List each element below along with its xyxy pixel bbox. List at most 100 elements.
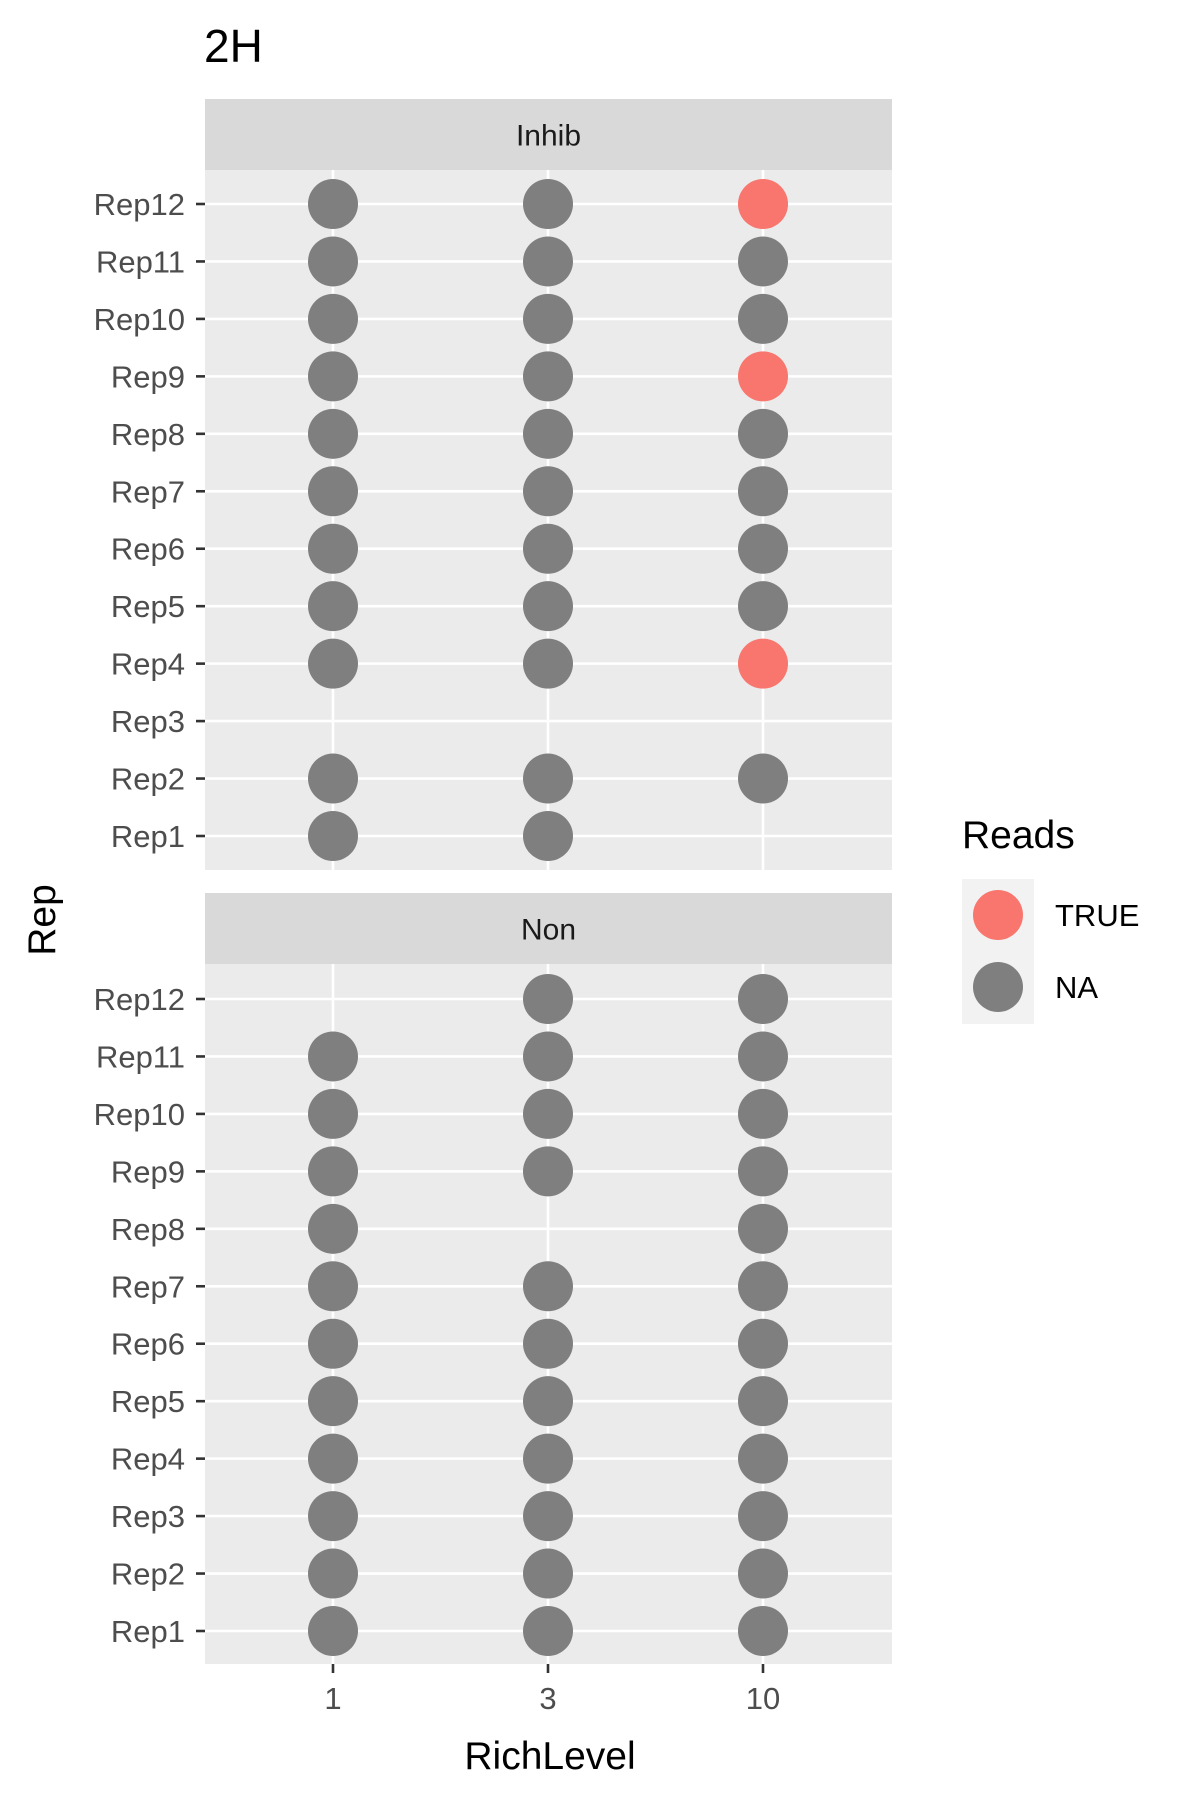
data-point-na: [523, 351, 573, 402]
data-point-na: [523, 523, 573, 574]
data-point-na: [523, 1548, 573, 1599]
data-point-na: [523, 179, 573, 229]
data-point-na: [308, 466, 358, 517]
y-tick-label: Rep6: [111, 532, 185, 567]
legend-label: NA: [1055, 970, 1098, 1005]
y-tick-label: Rep9: [111, 359, 185, 394]
y-tick-label: Rep2: [111, 762, 185, 797]
y-tick-label: Rep8: [111, 417, 185, 452]
data-point-na: [308, 1491, 358, 1542]
data-point-na: [523, 1376, 573, 1427]
data-point-na: [738, 1318, 788, 1369]
data-point-na: [523, 1146, 573, 1197]
data-point-na: [738, 523, 788, 574]
y-tick-label: Rep6: [111, 1327, 185, 1362]
y-tick-label: Rep5: [111, 589, 185, 624]
data-point-na: [738, 466, 788, 517]
data-point-na: [308, 811, 358, 861]
legend-key-na: [973, 962, 1023, 1012]
y-tick-label: Rep8: [111, 1212, 185, 1247]
data-point-na: [308, 1606, 358, 1656]
y-axis-title: Rep: [21, 884, 64, 956]
data-point-na: [308, 408, 358, 459]
data-point-na: [523, 1318, 573, 1369]
data-point-na: [523, 1491, 573, 1542]
data-point-na: [738, 1203, 788, 1254]
data-point-na: [738, 1261, 788, 1312]
data-point-na: [308, 1548, 358, 1599]
y-tick-label: Rep5: [111, 1384, 185, 1419]
chart-title: 2H: [204, 20, 263, 72]
y-tick-label: Rep10: [94, 302, 185, 337]
y-tick-label: Rep12: [94, 982, 185, 1017]
x-tick-label: 3: [539, 1681, 556, 1716]
data-point-na: [308, 1261, 358, 1312]
y-tick-label: Rep7: [111, 1269, 185, 1304]
data-point-na: [308, 1318, 358, 1369]
data-point-na: [738, 974, 788, 1024]
data-point-na: [523, 753, 573, 804]
data-point-na: [738, 1606, 788, 1656]
data-point-na: [308, 581, 358, 632]
data-point-na: [308, 638, 358, 689]
data-point-na: [308, 1031, 358, 1082]
y-tick-label: Rep1: [111, 819, 185, 854]
y-tick-label: Rep7: [111, 474, 185, 509]
data-point-na: [308, 753, 358, 804]
data-point-na: [523, 811, 573, 861]
y-tick-label: Rep4: [111, 647, 185, 682]
data-point-na: [523, 581, 573, 632]
data-point-na: [308, 523, 358, 574]
facet-strip: [205, 893, 892, 964]
y-tick-label: Rep9: [111, 1154, 185, 1189]
data-point-na: [308, 236, 358, 287]
legend-key-true: [973, 890, 1023, 940]
x-tick-label: 1: [324, 1681, 341, 1716]
legend-label: TRUE: [1055, 898, 1139, 933]
facet-strip-label: Non: [521, 914, 576, 947]
y-tick-label: Rep2: [111, 1557, 185, 1592]
data-point-na: [523, 236, 573, 287]
data-point-na: [738, 1433, 788, 1484]
legend: Reads TRUE NA: [962, 814, 1139, 1024]
facet-inhib: Inhib Rep1 Rep2 Rep3 Rep4 Rep5 Rep6 Rep7 Rep8 Rep…: [94, 99, 892, 870]
data-point-na: [523, 293, 573, 344]
legend-title: Reads: [962, 814, 1075, 857]
facet-panels: Inhib Rep1 Rep2 Rep3 Rep4 Rep5 Rep6 Rep7 Rep8 Rep…: [94, 99, 892, 1664]
data-point-na: [308, 1376, 358, 1427]
data-point-na: [523, 1088, 573, 1139]
data-point-na: [523, 1433, 573, 1484]
data-point-na: [523, 638, 573, 689]
facet-strip: [205, 99, 892, 170]
data-point-na: [308, 1433, 358, 1484]
y-tick-label: Rep1: [111, 1614, 185, 1649]
data-point-na: [523, 974, 573, 1024]
data-point-na: [308, 1203, 358, 1254]
data-point-na: [738, 1031, 788, 1082]
y-tick-label: Rep3: [111, 704, 185, 739]
data-point-na: [738, 753, 788, 804]
y-tick-label: Rep10: [94, 1097, 185, 1132]
x-axis-title: RichLevel: [464, 1735, 635, 1778]
data-point-na: [523, 408, 573, 459]
y-tick-label: Rep12: [94, 187, 185, 222]
data-point-na: [523, 1261, 573, 1312]
x-axis: 1 3 10: [324, 1664, 780, 1716]
facet-strip-label: Inhib: [516, 120, 581, 153]
y-tick-label: Rep11: [96, 1039, 185, 1074]
data-point-na: [738, 1548, 788, 1599]
data-point-true: [738, 179, 788, 229]
data-point-na: [308, 351, 358, 402]
data-point-na: [738, 408, 788, 459]
data-point-na: [523, 1031, 573, 1082]
y-tick-label: Rep11: [96, 244, 185, 279]
data-point-na: [738, 1376, 788, 1427]
data-point-true: [738, 638, 788, 689]
data-point-na: [308, 293, 358, 344]
y-tick-label: Rep3: [111, 1499, 185, 1534]
y-tick-label: Rep4: [111, 1442, 185, 1477]
data-point-na: [523, 466, 573, 517]
data-point-na: [738, 1146, 788, 1197]
data-point-na: [523, 1606, 573, 1656]
